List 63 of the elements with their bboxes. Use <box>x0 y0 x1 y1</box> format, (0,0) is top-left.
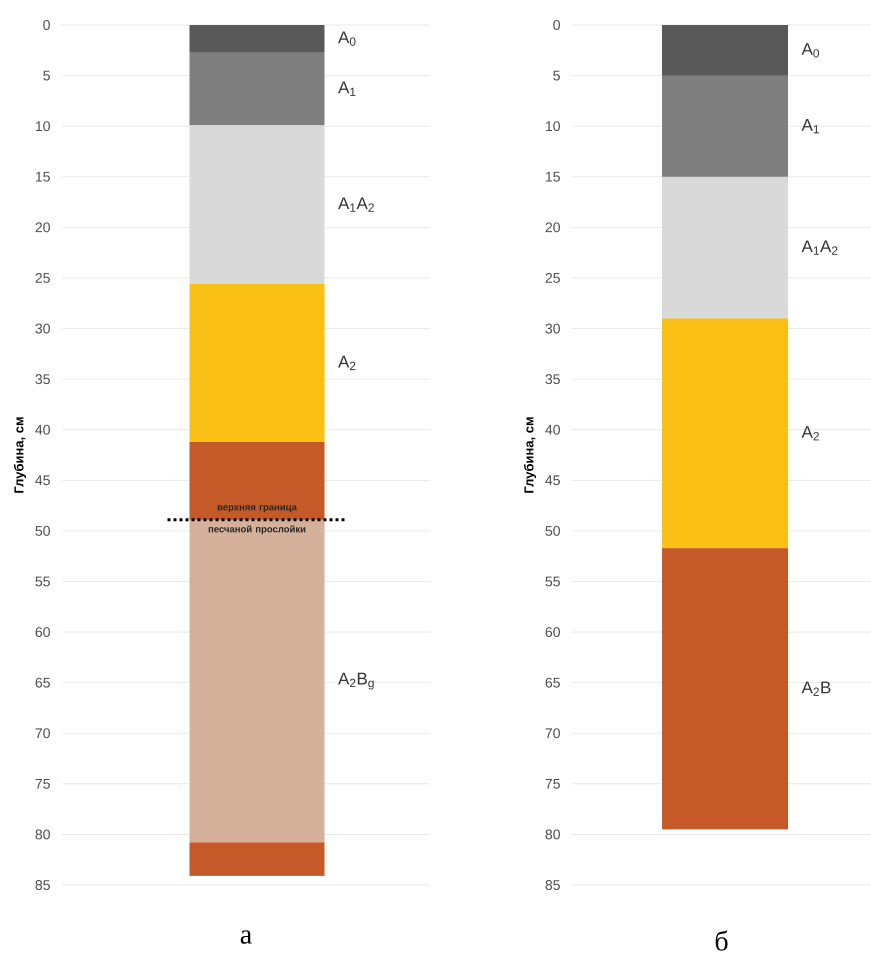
bar <box>662 548 788 830</box>
y-tick-label: 10 <box>546 121 560 132</box>
y-tick-label: 70 <box>35 728 50 738</box>
y-tick-label: 55 <box>545 576 560 586</box>
y-tick-label: 15 <box>36 172 50 182</box>
y-tick-label: 30 <box>35 324 50 334</box>
x-axis-title: а <box>240 930 252 944</box>
y-axis-title: Глубина, см <box>14 417 26 493</box>
bar <box>189 520 324 843</box>
series-label: A$_{2}$ <box>801 426 819 440</box>
bar <box>189 842 324 876</box>
text: верхняя граница песчаной прослойки <box>208 505 306 534</box>
y-tick-label: 15 <box>546 172 560 182</box>
y-tick-label: 20 <box>35 222 50 232</box>
y-tick-label: 35 <box>545 374 560 384</box>
y-tick-label: 35 <box>35 374 50 384</box>
y-tick-label: 20 <box>545 222 560 232</box>
y-tick-label: 45 <box>545 475 560 486</box>
series-label: A$_{1}$ <box>801 119 819 134</box>
bar <box>189 125 324 284</box>
y-tick-label: 0 <box>553 20 560 30</box>
y-tick-label: 80 <box>545 829 560 840</box>
series-label: A$_{1}$A$_{2}$ <box>801 240 838 255</box>
y-tick-label: 85 <box>35 880 50 890</box>
y-tick-label: 25 <box>35 272 50 283</box>
series-label: A$_{1}$A$_{2}$ <box>338 197 374 212</box>
y-tick-label: 5 <box>553 70 560 80</box>
y-tick-label: 65 <box>35 678 50 688</box>
bar <box>189 284 324 442</box>
series-label: A$_{2}$B <box>801 682 830 696</box>
y-tick-label: 50 <box>35 526 50 536</box>
bar <box>189 25 324 52</box>
series-label: A$_{2}$B$_{g}$ <box>338 672 374 690</box>
series-label: A$_{0}$ <box>801 43 819 58</box>
y-tick-label: 30 <box>545 324 560 334</box>
y-tick-label: 65 <box>545 678 560 688</box>
y-tick-label: 55 <box>35 576 50 586</box>
y-tick-label: 70 <box>545 728 560 738</box>
y-tick-label: 45 <box>35 475 50 486</box>
y-axis-title: Глубина, см <box>524 417 536 493</box>
y-tick-label: 50 <box>545 526 560 536</box>
y-tick-label: 40 <box>545 424 560 435</box>
bar <box>662 76 788 177</box>
y-tick-label: 60 <box>35 627 50 638</box>
y-tick-label: 75 <box>545 778 560 789</box>
bar <box>662 176 788 318</box>
y-tick-label: 25 <box>545 272 560 283</box>
y-tick-label: 0 <box>43 20 50 30</box>
y-tick-label: 80 <box>35 829 50 840</box>
y-tick-label: 75 <box>35 778 50 789</box>
y-tick-label: 60 <box>545 627 560 638</box>
y-tick-label: 10 <box>36 121 50 132</box>
series-label: A$_{2}$ <box>338 356 356 370</box>
y-tick-label: 85 <box>545 880 560 890</box>
y-tick-label: 5 <box>43 70 50 80</box>
series-label: A$_{1}$ <box>338 82 356 96</box>
bar <box>662 25 788 76</box>
bar <box>189 52 324 126</box>
x-axis-title: б <box>716 930 728 951</box>
y-tick-label: 40 <box>35 424 50 435</box>
bar <box>662 318 788 548</box>
bar <box>189 442 324 520</box>
series-label: A$_{0}$ <box>338 31 356 46</box>
